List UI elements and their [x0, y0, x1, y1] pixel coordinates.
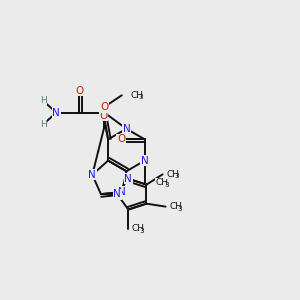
Text: N: N — [52, 108, 60, 118]
Text: N: N — [118, 187, 126, 197]
Text: O: O — [100, 111, 108, 121]
Text: N: N — [88, 170, 96, 180]
Text: N: N — [141, 156, 149, 166]
Text: H: H — [40, 96, 46, 105]
Text: 3: 3 — [177, 206, 182, 212]
Text: H: H — [40, 120, 46, 129]
Text: CH: CH — [130, 91, 144, 100]
Text: 3: 3 — [140, 228, 144, 234]
Text: N: N — [123, 124, 130, 134]
Text: O: O — [100, 102, 108, 112]
Text: 3: 3 — [139, 94, 143, 100]
Text: CH: CH — [132, 224, 145, 233]
Text: N: N — [113, 189, 121, 199]
Text: N: N — [124, 174, 132, 184]
Text: CH: CH — [169, 202, 182, 211]
Text: CH: CH — [166, 170, 179, 179]
Text: 3: 3 — [174, 173, 179, 179]
Text: CH: CH — [155, 178, 168, 187]
Text: O: O — [75, 85, 83, 95]
Text: 3: 3 — [164, 182, 169, 188]
Text: O: O — [117, 134, 125, 144]
